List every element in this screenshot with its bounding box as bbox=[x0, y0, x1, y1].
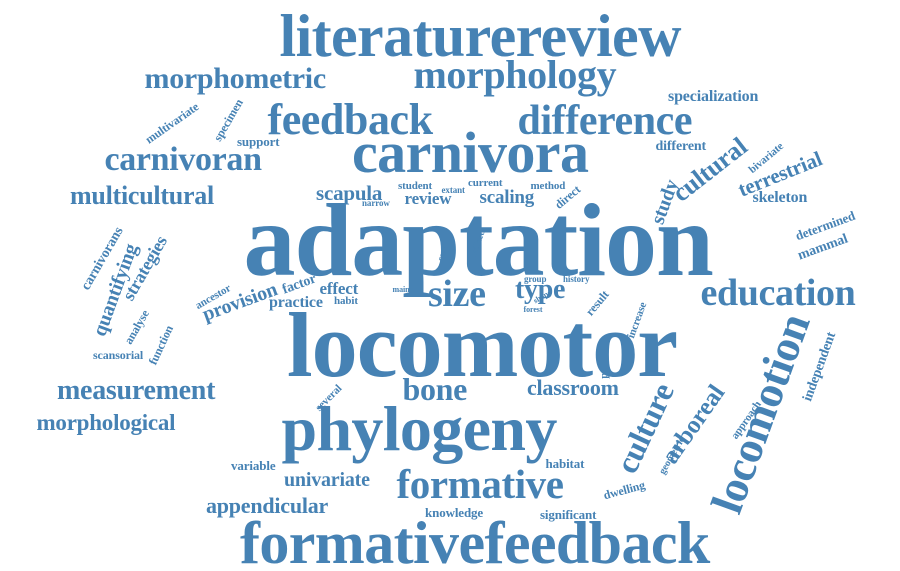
word-feedback: feedback bbox=[267, 95, 434, 144]
word-formativefeedback: formativefeedback bbox=[240, 510, 710, 571]
word-group: group bbox=[524, 273, 547, 284]
word-habit: habit bbox=[334, 294, 358, 307]
word-skeleton: skeleton bbox=[752, 189, 808, 206]
word-classroom: classroom bbox=[527, 375, 619, 400]
word-bone: bone bbox=[402, 371, 468, 407]
word-morphological: morphological bbox=[36, 409, 176, 435]
word-provision: provision bbox=[199, 278, 281, 326]
word-multivariate: multivariate bbox=[142, 99, 202, 147]
word-difference: difference bbox=[517, 98, 693, 144]
word-method: method bbox=[530, 179, 566, 192]
word-practice: practice bbox=[269, 294, 323, 311]
word-phylogeny: phylogeny bbox=[281, 393, 558, 464]
word-locomotion: locomotion bbox=[701, 306, 820, 520]
word-specialization: specialization bbox=[668, 88, 759, 105]
word-type: type bbox=[515, 274, 566, 305]
word-forest: forest bbox=[523, 305, 543, 314]
word-scapula: scapula bbox=[316, 180, 383, 205]
word-univariate: univariate bbox=[284, 469, 370, 491]
word-analyse: analyse bbox=[120, 307, 152, 347]
word-formative: formative bbox=[396, 460, 564, 507]
word-review: review bbox=[404, 188, 452, 208]
word-dwelling: dwelling bbox=[601, 477, 647, 503]
word-current: current bbox=[468, 176, 503, 189]
word-habitat: habitat bbox=[545, 455, 585, 471]
word-education: education bbox=[700, 272, 856, 314]
word-function: function bbox=[145, 323, 177, 367]
word-different: different bbox=[655, 139, 707, 154]
word-significant: significant bbox=[540, 506, 597, 522]
word-size: size bbox=[428, 273, 486, 315]
word-carnivora: carnivora bbox=[352, 120, 589, 185]
word-support: support bbox=[237, 133, 280, 149]
word-scansorial: scansorial bbox=[93, 348, 144, 362]
word-determined: determined bbox=[793, 207, 857, 243]
word-variable: variable bbox=[231, 457, 276, 473]
word-carnivoran: carnivoran bbox=[104, 141, 262, 178]
word-adaptation: adaptation bbox=[243, 183, 714, 298]
word-narrow: narrow bbox=[362, 197, 390, 208]
word-morphology: morphology bbox=[413, 52, 617, 97]
word-multicultural: multicultural bbox=[70, 181, 214, 210]
word-scaling: scaling bbox=[479, 186, 535, 208]
word-literaturereview: literaturereview bbox=[279, 3, 682, 69]
word-extant: extant bbox=[441, 184, 466, 195]
word-measurement: measurement bbox=[57, 375, 216, 406]
word-morphometric: morphometric bbox=[144, 62, 327, 95]
word-appendicular: appendicular bbox=[206, 493, 329, 518]
word-effect: effect bbox=[319, 278, 359, 298]
word-history: history bbox=[563, 273, 590, 284]
word-student: student bbox=[398, 179, 433, 192]
word-knowledge: knowledge bbox=[425, 504, 484, 520]
word-locomotor: locomotor bbox=[287, 294, 678, 396]
word-main: main bbox=[392, 285, 410, 294]
